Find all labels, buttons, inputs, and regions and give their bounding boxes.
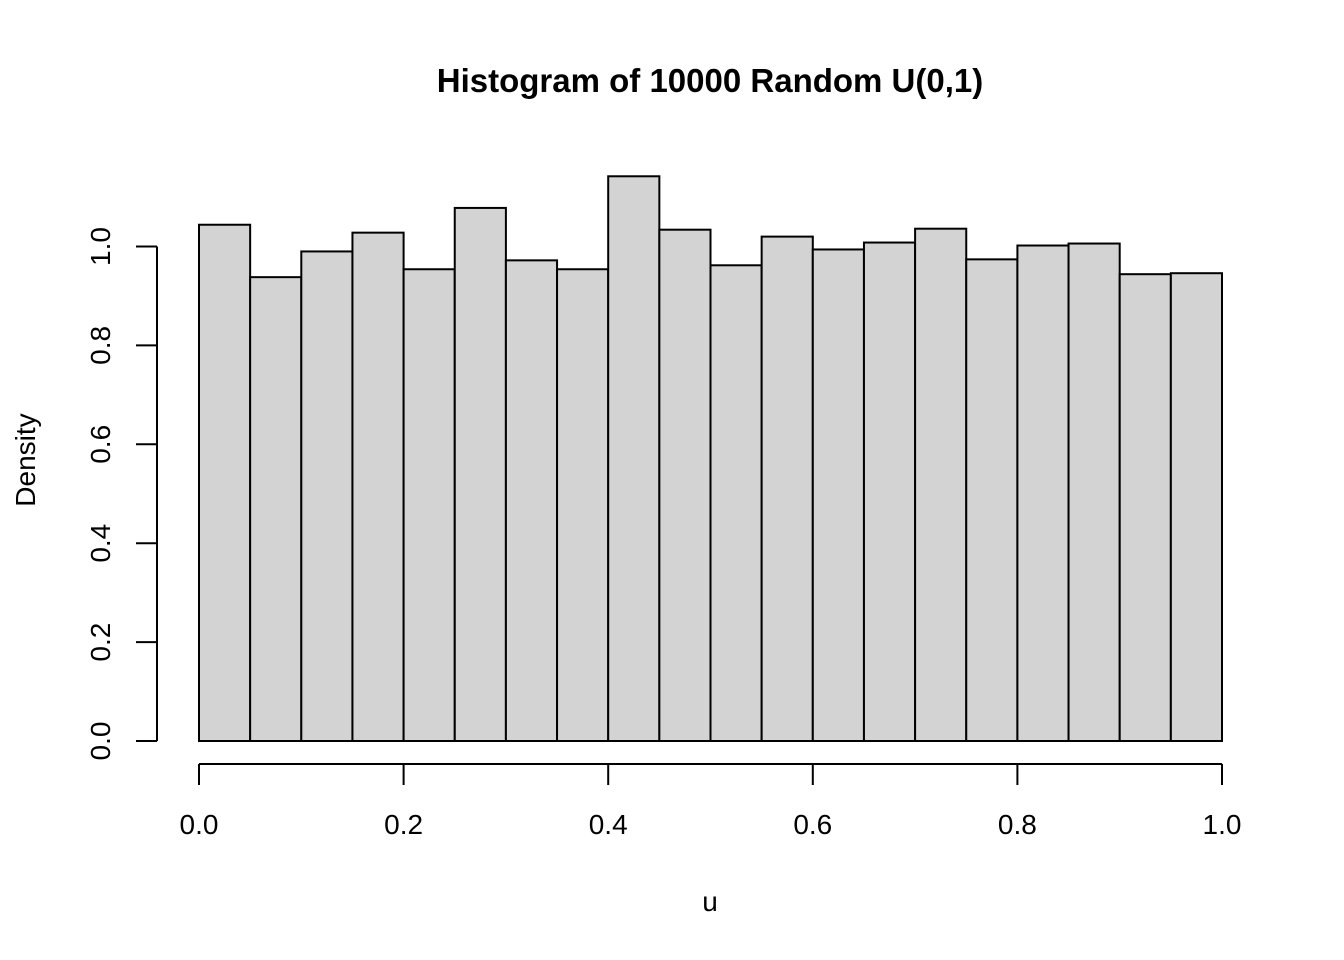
histogram-bar: [965, 258, 1019, 742]
histogram-bar: [1118, 273, 1172, 742]
y-tick-label: 1.0: [85, 227, 116, 266]
histogram-bar: [811, 248, 865, 742]
bars-group: [198, 175, 1223, 743]
histogram-bar: [1016, 244, 1070, 743]
y-tick-label: 0.0: [85, 722, 116, 761]
histogram-bar: [198, 223, 252, 742]
y-axis: 0.0 0.2 0.4 0.6 0.8 1.0: [85, 227, 158, 761]
x-tick-label: 0.2: [384, 809, 423, 840]
histogram-bar: [453, 206, 507, 742]
y-tick-label: 0.4: [85, 524, 116, 563]
histogram-bar: [402, 268, 456, 742]
histogram-bar: [351, 231, 405, 743]
x-axis-label: u: [702, 886, 718, 917]
y-tick-label: 0.6: [85, 425, 116, 464]
histogram-bar: [1169, 272, 1223, 742]
y-axis-label: Density: [10, 413, 41, 506]
histogram-bar: [658, 228, 712, 742]
histogram-bar: [300, 250, 354, 742]
histogram-bar: [709, 264, 763, 742]
x-tick-label: 1.0: [1203, 809, 1242, 840]
y-tick-label: 0.8: [85, 326, 116, 365]
histogram-bar: [760, 235, 814, 743]
histogram-bar: [607, 175, 661, 742]
x-tick-label: 0.6: [793, 809, 832, 840]
histogram-bar: [556, 268, 610, 742]
chart-title: Histogram of 10000 Random U(0,1): [437, 62, 983, 99]
histogram-bar: [862, 241, 917, 742]
histogram-bar: [1067, 242, 1121, 743]
histogram-bar: [504, 259, 559, 742]
histogram-bar: [249, 276, 303, 742]
x-tick-label: 0.4: [589, 809, 628, 840]
x-tick-label: 0.0: [180, 809, 219, 840]
x-axis: 0.0 0.2 0.4 0.6 0.8 1.0: [180, 763, 1242, 840]
y-tick-label: 0.2: [85, 623, 116, 662]
x-tick-label: 0.8: [998, 809, 1037, 840]
histogram-bar: [914, 227, 968, 742]
